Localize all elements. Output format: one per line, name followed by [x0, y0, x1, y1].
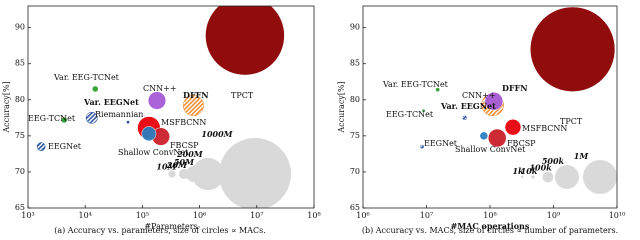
size-legend-label: 1M	[574, 151, 590, 161]
plot-area	[420, 6, 617, 194]
size-legend-circle	[218, 137, 292, 208]
x-tick-label: 10⁴	[79, 211, 92, 220]
y-tick-label: 65	[15, 203, 25, 212]
x-tick-label: 10⁶	[193, 211, 206, 220]
point-label: TPCT	[231, 91, 254, 100]
point-label: Var. EEGNet	[83, 97, 139, 107]
y-axis-label: Accuracy[%]	[337, 81, 346, 133]
y-tick-label: 85	[15, 59, 25, 68]
x-tick-label: 10¹⁰	[609, 211, 626, 220]
y-tick-label: 80	[15, 95, 25, 104]
bubble	[92, 85, 99, 93]
size-legend-circle	[542, 171, 554, 183]
size-legend-label: 500k	[542, 156, 565, 166]
bubble	[182, 95, 204, 117]
y-tick-label: 90	[350, 23, 360, 32]
y-tick-label: 85	[350, 59, 360, 68]
point-label: MSFBCNN	[161, 118, 206, 127]
size-legend-label: 20M	[166, 160, 188, 170]
x-tick-label: 10⁶	[356, 211, 369, 220]
y-tick-label: 75	[350, 131, 360, 140]
bubble	[462, 115, 467, 121]
x-tick-label: 10⁸	[307, 211, 320, 220]
size-legend-circle	[583, 160, 617, 194]
point-label: Shallow ConvNet	[455, 145, 526, 154]
point-label: FBCSP	[170, 141, 199, 150]
x-tick-label: 10⁵	[136, 211, 149, 220]
caption: (a) Accuracy vs. parameters, size of cir…	[54, 226, 266, 235]
point-label: DFFN	[502, 83, 528, 93]
bubble	[487, 128, 507, 148]
y-tick-label: 75	[15, 131, 25, 140]
point-label: EEGNet	[424, 139, 458, 148]
y-tick-label: 80	[350, 95, 360, 104]
point-label: Var. EEG-TCNet	[53, 73, 120, 82]
point-label: EEGNet	[48, 142, 82, 151]
x-tick-label: 10⁷	[250, 211, 263, 220]
bubble	[36, 142, 46, 152]
size-legend-label: 1k	[512, 166, 524, 176]
size-legend-label: 10M	[156, 161, 177, 171]
size-legend-label: 100k	[529, 163, 552, 173]
size-legend-label: 1000M	[201, 129, 233, 139]
bubble	[479, 131, 489, 141]
point-label: DFFN	[183, 90, 209, 100]
bubble	[205, 6, 285, 76]
bubble	[85, 111, 98, 124]
caption: (b) Accuracy vs. MACs, size of circles ∝…	[362, 226, 618, 235]
size-legend-label: 10k	[521, 166, 538, 176]
point-label: TPCT	[560, 117, 583, 126]
bubble	[421, 108, 426, 113]
x-axis-label: #Parameters	[144, 222, 197, 231]
point-label: Var. EEG-TCNet	[382, 80, 449, 89]
point-label: EEG-TCNet	[386, 110, 434, 119]
size-legend-circle	[520, 175, 524, 179]
x-tick-label: 10⁷	[420, 211, 433, 220]
x-tick-label: 10⁹	[547, 211, 561, 220]
point-label: FBCSP	[507, 139, 536, 148]
point-label: CNN++	[462, 91, 496, 100]
point-label: Shallow ConvNet	[118, 148, 189, 157]
bubble	[484, 91, 504, 111]
size-legend-circle	[531, 175, 535, 179]
bubble	[504, 118, 522, 136]
x-tick-label: 10⁸	[483, 211, 496, 220]
size-legend-circle	[191, 157, 225, 191]
y-tick-label: 90	[15, 23, 25, 32]
bubble	[147, 91, 167, 110]
axes-frame	[27, 5, 315, 209]
point-label: EEG-TCNet	[28, 114, 76, 123]
x-tick-label: 10³	[21, 211, 34, 220]
bubble	[435, 87, 441, 93]
y-tick-label: 65	[350, 203, 360, 212]
point-label: Var. EEGNet	[440, 101, 496, 111]
size-legend-circle	[168, 170, 176, 178]
bubble	[60, 116, 68, 124]
point-label: Riemannian	[95, 110, 143, 119]
y-tick-label: 70	[15, 167, 25, 176]
x-axis-label: #MAC operations	[451, 221, 530, 231]
point-label: CNN++	[143, 84, 177, 93]
size-legend-label: 50M	[174, 157, 195, 167]
bubble	[530, 6, 616, 92]
plot-area	[36, 6, 292, 208]
y-tick-label: 70	[350, 167, 360, 176]
y-axis-label: Accuracy[%]	[2, 81, 11, 133]
point-label: MSFBCNN	[522, 124, 567, 133]
bubble	[420, 144, 424, 149]
bubble	[126, 120, 130, 125]
size-legend-label: 200M	[176, 149, 204, 159]
bubble	[141, 126, 157, 142]
size-legend-circle	[554, 164, 580, 190]
